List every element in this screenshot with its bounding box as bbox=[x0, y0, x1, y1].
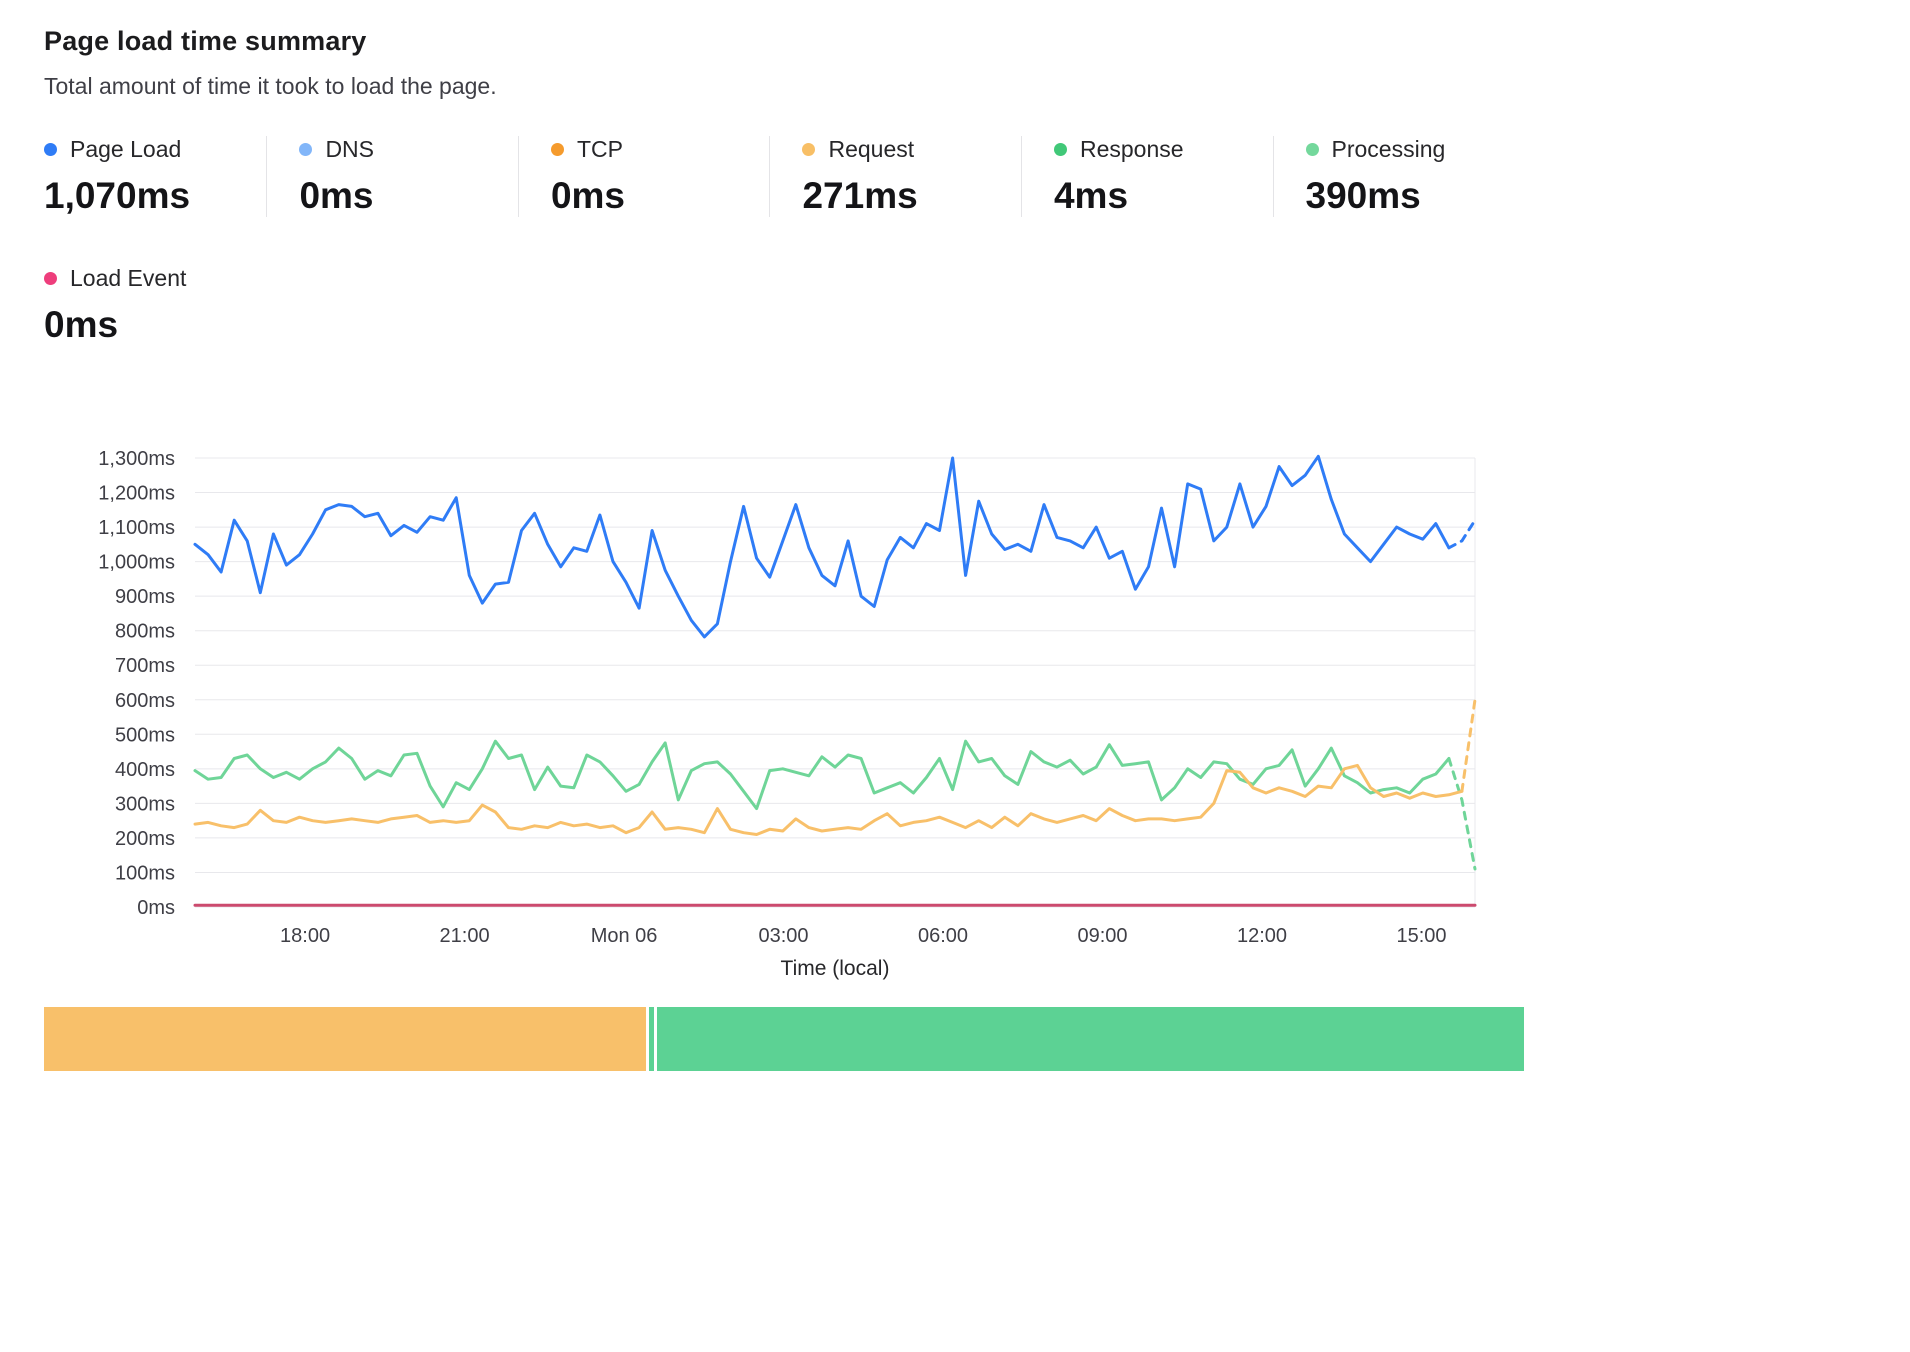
y-tick-label: 900ms bbox=[115, 586, 175, 608]
metric-value-response: 4ms bbox=[1053, 175, 1129, 216]
request-legend-dot bbox=[802, 143, 816, 156]
results-timeline-bar bbox=[44, 1007, 1524, 1071]
series-line-page-load bbox=[193, 454, 1451, 639]
series-line-processing-projected bbox=[1447, 757, 1477, 871]
metric-tcp: TCP 0ms bbox=[517, 136, 770, 217]
metrics-row-1: Page Load 1,070ms DNS 0ms TCP 0ms Reques… bbox=[44, 136, 1524, 217]
y-tick-label: 1,300ms bbox=[98, 448, 175, 470]
dns-legend-dot bbox=[299, 143, 313, 156]
metrics-row-2: Load Event 0ms bbox=[44, 265, 1524, 346]
y-tick-label: 300ms bbox=[115, 793, 175, 815]
metric-label-processing: Processing bbox=[1331, 136, 1446, 162]
x-tick-label: 21:00 bbox=[440, 925, 490, 947]
x-tick-label: 18:00 bbox=[280, 925, 330, 947]
metric-value-request: 271ms bbox=[802, 175, 918, 216]
series-line-request-projected bbox=[1460, 698, 1477, 793]
metric-label-request: Request bbox=[828, 136, 915, 162]
x-tick-label: 12:00 bbox=[1237, 925, 1287, 947]
metric-label-page-load: Page Load bbox=[70, 136, 182, 162]
tcp-legend-dot bbox=[550, 143, 564, 156]
load-event-legend-dot bbox=[44, 272, 57, 285]
page-content: Page load time summary Total amount of t… bbox=[44, 26, 1524, 1071]
series-line-page-load-projected bbox=[1447, 518, 1477, 550]
x-tick-label: Mon 06 bbox=[591, 925, 658, 947]
page-load-legend-dot bbox=[44, 143, 57, 156]
y-tick-label: 0ms bbox=[137, 897, 175, 919]
timeline-segment-1[interactable] bbox=[44, 1007, 647, 1071]
timeline-segment-2[interactable] bbox=[649, 1007, 655, 1071]
metric-label-tcp: TCP bbox=[576, 136, 623, 162]
load-time-chart: 0ms 100ms 200ms 300ms 400ms 500ms 600ms 700ms 80… bbox=[98, 448, 1477, 980]
y-tick-label: 200ms bbox=[115, 828, 175, 850]
processing-legend-dot bbox=[1305, 143, 1319, 156]
metric-processing: Processing 390ms bbox=[1272, 136, 1525, 217]
series-line-processing bbox=[193, 739, 1451, 811]
page-title: Page load time summary bbox=[44, 26, 367, 56]
metric-value-page-load: 1,070ms bbox=[44, 175, 191, 216]
metric-label-dns: DNS bbox=[325, 136, 374, 162]
metric-request: Request 271ms bbox=[769, 136, 1021, 217]
y-tick-label: 400ms bbox=[115, 759, 175, 781]
metric-dns: DNS 0ms bbox=[266, 136, 518, 217]
y-tick-label: 1,100ms bbox=[98, 517, 175, 539]
y-tick-label: 500ms bbox=[115, 724, 175, 746]
response-legend-dot bbox=[1053, 143, 1067, 156]
metric-label-response: Response bbox=[1079, 136, 1184, 162]
metric-value-load-event: 0ms bbox=[44, 304, 119, 345]
y-tick-label: 1,200ms bbox=[98, 483, 175, 505]
y-tick-label: 700ms bbox=[115, 655, 175, 677]
series-line-request bbox=[193, 763, 1464, 836]
x-tick-label: 03:00 bbox=[759, 925, 809, 947]
metric-page-load: Page Load 1,070ms bbox=[44, 136, 266, 217]
metric-load-event: Load Event 0ms bbox=[44, 265, 271, 346]
metric-response: Response 4ms bbox=[1020, 136, 1273, 217]
y-tick-label: 1,000ms bbox=[98, 552, 175, 574]
x-tick-label: 09:00 bbox=[1077, 925, 1127, 947]
metric-value-tcp: 0ms bbox=[550, 175, 626, 216]
chart-section: 0ms 100ms 200ms 300ms 400ms 500ms 600ms 700ms 80… bbox=[44, 434, 1524, 995]
metric-value-dns: 0ms bbox=[299, 175, 374, 216]
y-tick-label: 800ms bbox=[115, 621, 175, 643]
x-axis-title: Time (local) bbox=[781, 957, 890, 980]
page-subtitle: Total amount of time it took to load the… bbox=[44, 73, 497, 99]
metric-label-load-event: Load Event bbox=[70, 265, 187, 291]
metric-value-processing: 390ms bbox=[1305, 175, 1421, 216]
x-tick-label: 15:00 bbox=[1396, 925, 1446, 947]
y-tick-label: 100ms bbox=[115, 862, 175, 884]
x-tick-label: 06:00 bbox=[918, 925, 968, 947]
y-tick-label: 600ms bbox=[115, 690, 175, 712]
timeline-segment-3[interactable] bbox=[657, 1007, 1524, 1071]
